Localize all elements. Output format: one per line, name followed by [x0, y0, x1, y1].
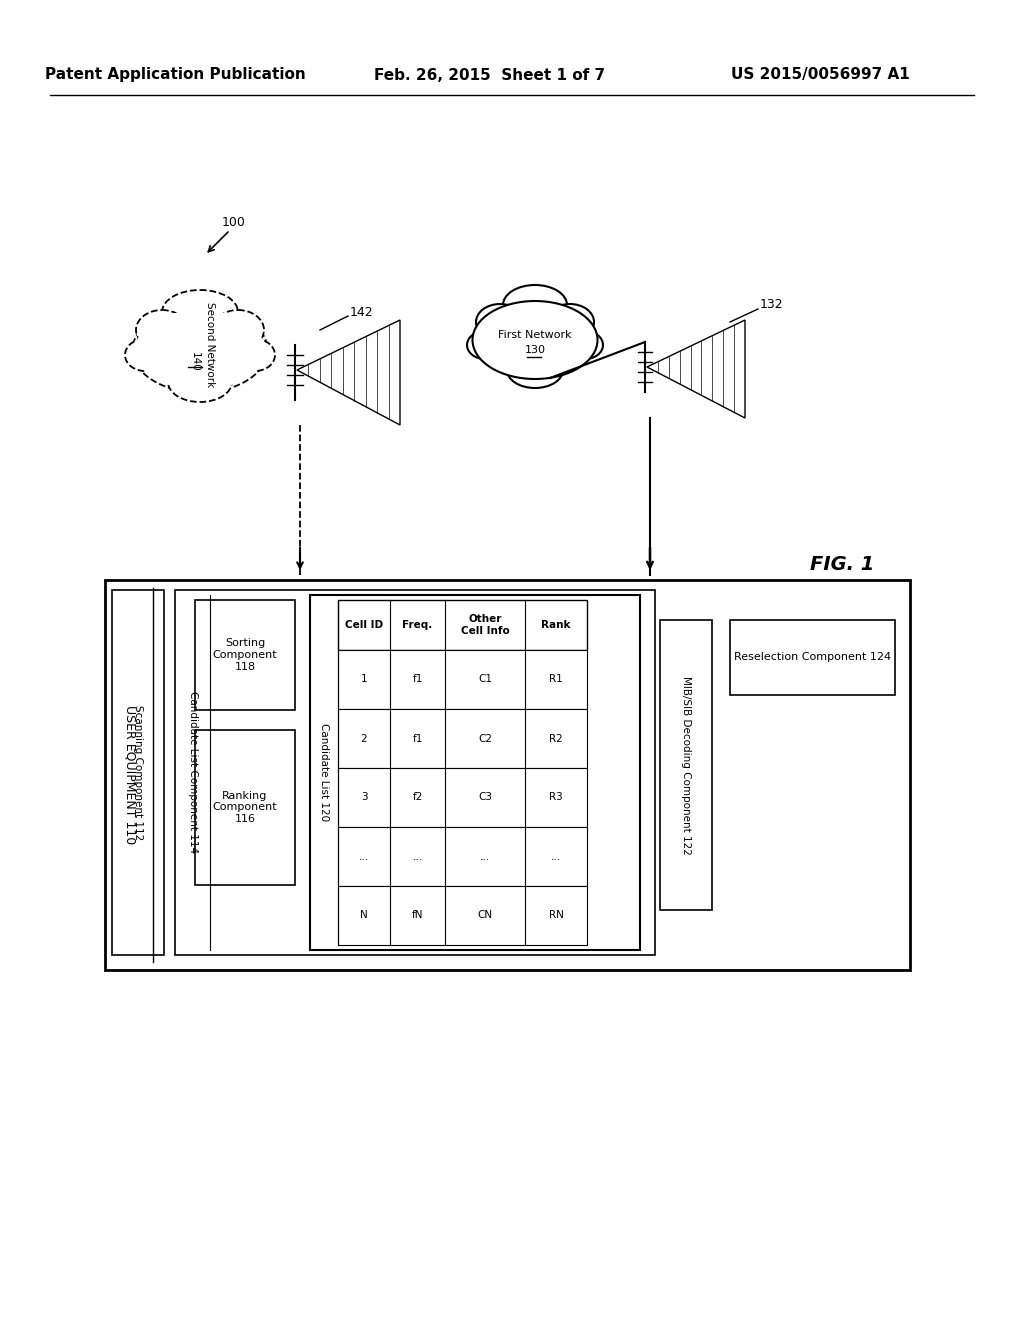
Text: N: N [360, 911, 368, 920]
Text: CN: CN [477, 911, 493, 920]
Bar [338, 768, 587, 828]
Text: 1: 1 [360, 675, 368, 685]
Text: Reselection Component 124: Reselection Component 124 [734, 652, 891, 663]
Text: Scanning Component 112: Scanning Component 112 [133, 705, 143, 840]
Ellipse shape [472, 301, 597, 379]
Ellipse shape [168, 362, 232, 403]
Bar [105, 579, 910, 970]
Text: f2: f2 [413, 792, 423, 803]
Bar [175, 590, 655, 954]
Text: Second Network: Second Network [205, 302, 215, 388]
Text: RN: RN [549, 911, 563, 920]
Text: First Network: First Network [499, 330, 571, 341]
Bar [338, 828, 587, 886]
Bar [338, 649, 587, 709]
Text: R3: R3 [549, 792, 563, 803]
Text: R1: R1 [549, 675, 563, 685]
Text: US 2015/0056997 A1: US 2015/0056997 A1 [731, 67, 909, 82]
Text: 140: 140 [190, 352, 200, 372]
Text: 142: 142 [350, 305, 374, 318]
Ellipse shape [162, 290, 238, 334]
Text: Candidate List 120: Candidate List 120 [319, 723, 329, 821]
Ellipse shape [132, 308, 267, 392]
Text: FIG. 1: FIG. 1 [810, 556, 874, 574]
Text: 130: 130 [524, 345, 546, 355]
Text: C2: C2 [478, 734, 492, 743]
Text: 132: 132 [760, 298, 783, 312]
Text: Sorting
Component
118: Sorting Component 118 [213, 639, 278, 672]
Bar [660, 620, 712, 909]
Bar [338, 886, 587, 945]
Text: 2: 2 [360, 734, 368, 743]
Text: f1: f1 [413, 734, 423, 743]
Bar [195, 730, 295, 884]
Text: ...: ... [359, 851, 369, 862]
Bar [338, 709, 587, 768]
Text: C3: C3 [478, 792, 492, 803]
Text: Other
Cell Info: Other Cell Info [461, 614, 509, 636]
Text: 3: 3 [360, 792, 368, 803]
Text: Feb. 26, 2015  Sheet 1 of 7: Feb. 26, 2015 Sheet 1 of 7 [375, 67, 605, 82]
Ellipse shape [234, 339, 275, 371]
Text: ...: ... [413, 851, 423, 862]
Text: fN: fN [412, 911, 423, 920]
Text: f1: f1 [413, 675, 423, 685]
Bar [310, 595, 640, 950]
Bar [338, 601, 587, 649]
Text: Candidate List Component 114: Candidate List Component 114 [188, 692, 198, 854]
Text: ...: ... [480, 851, 490, 862]
Text: C1: C1 [478, 675, 492, 685]
Ellipse shape [546, 304, 594, 341]
Text: USER EQUIPMENT 110: USER EQUIPMENT 110 [124, 705, 136, 845]
Ellipse shape [125, 339, 165, 371]
Text: Freq.: Freq. [402, 620, 432, 630]
Bar [730, 620, 895, 696]
Text: Ranking
Component
116: Ranking Component 116 [213, 791, 278, 824]
Ellipse shape [503, 285, 567, 325]
Text: MIB/SIB Decoding Component 122: MIB/SIB Decoding Component 122 [681, 676, 691, 854]
Ellipse shape [467, 331, 503, 359]
Bar [112, 590, 164, 954]
Text: R2: R2 [549, 734, 563, 743]
Text: 100: 100 [222, 215, 246, 228]
Text: Rank: Rank [542, 620, 570, 630]
Ellipse shape [507, 352, 563, 388]
Ellipse shape [476, 304, 524, 341]
Text: Cell ID: Cell ID [345, 620, 383, 630]
Ellipse shape [136, 310, 188, 350]
Ellipse shape [567, 331, 603, 359]
Text: Patent Application Publication: Patent Application Publication [45, 67, 305, 82]
Ellipse shape [135, 310, 265, 389]
Text: ...: ... [551, 851, 561, 862]
Bar [195, 601, 295, 710]
Ellipse shape [212, 310, 264, 350]
